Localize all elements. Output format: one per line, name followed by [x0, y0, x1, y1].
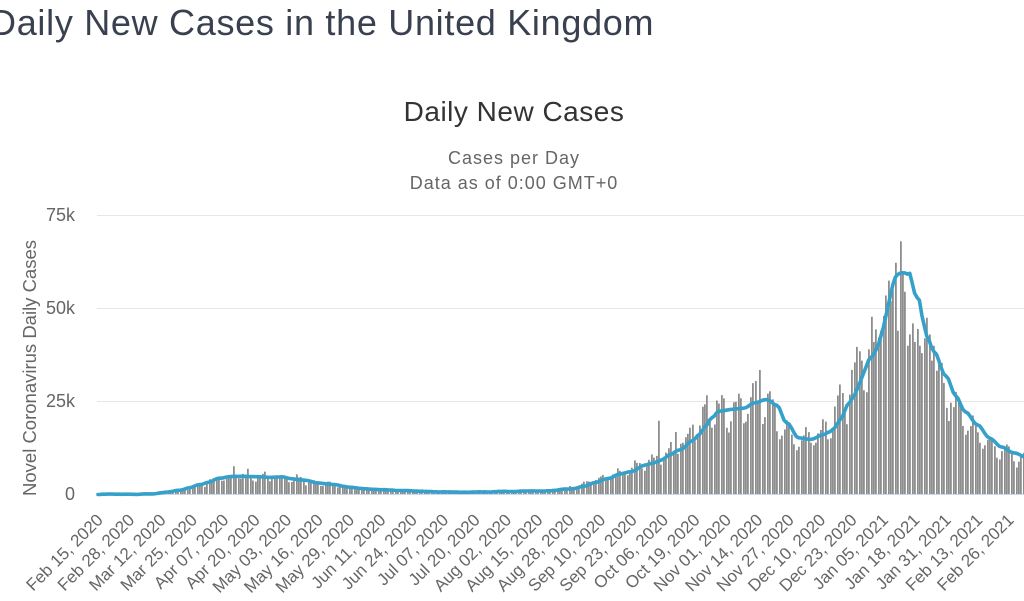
svg-text:0: 0 — [65, 484, 75, 504]
svg-text:75k: 75k — [46, 205, 76, 225]
svg-text:50k: 50k — [46, 298, 76, 318]
svg-text:25k: 25k — [46, 391, 76, 411]
svg-text:Novel Coronavirus Daily Cases: Novel Coronavirus Daily Cases — [19, 240, 40, 496]
